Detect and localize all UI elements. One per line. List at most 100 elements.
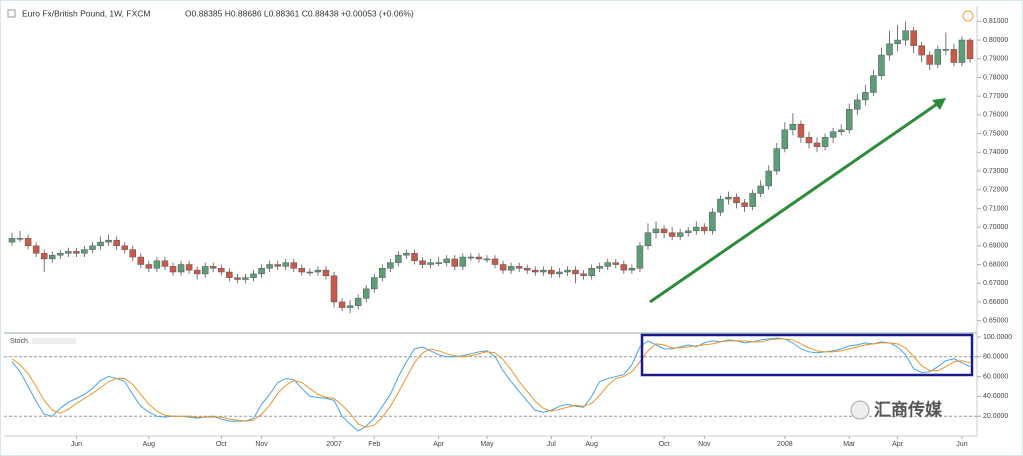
candle-body (24, 238, 32, 247)
candle-body (854, 99, 861, 110)
candle-body (32, 245, 40, 254)
candle-body (821, 137, 829, 147)
candle-body (829, 131, 837, 138)
candle-body (701, 226, 708, 232)
y-tick-label: 20.0000 (983, 413, 1008, 420)
candle-body (910, 30, 917, 46)
candle-body (113, 239, 120, 247)
candle-body (934, 49, 942, 65)
candle-body (805, 137, 813, 144)
candle-body (862, 92, 869, 101)
candle-body (129, 249, 137, 258)
collapse-icon[interactable] (7, 9, 16, 18)
candle-body (234, 277, 241, 280)
y-tick-label: 0.71000 (983, 205, 1008, 212)
candle-body (652, 228, 660, 233)
candle-body (362, 288, 370, 299)
x-tick-label: Aug (143, 441, 156, 448)
candle-body (8, 238, 16, 243)
candle-body (201, 266, 209, 275)
candle-body (483, 258, 491, 261)
x-tick-label: May (480, 441, 494, 448)
candle-body (837, 129, 845, 132)
candle-body (741, 202, 748, 207)
candle-body (886, 43, 893, 56)
candle-body (749, 193, 756, 207)
candle-body (314, 269, 322, 273)
x-tick-label: Jul (547, 441, 556, 448)
candle-body (644, 232, 652, 247)
candle-body (73, 251, 80, 254)
candle-body (918, 45, 925, 56)
x-tick-label: Apr (433, 441, 445, 448)
highlight-box (640, 333, 974, 377)
y-tick-label: 0.68000 (983, 261, 1008, 268)
ohlc-readout: O0.88385 H0.88686 L0.88361 C0.88438 +0.0… (185, 8, 414, 18)
candle-body (491, 258, 499, 265)
indicator-label: Stoch (10, 338, 28, 345)
candle-body (97, 241, 104, 247)
candle-body (427, 262, 434, 265)
candle-body (57, 253, 64, 256)
alert-icon[interactable] (962, 10, 974, 22)
candle-body (765, 170, 772, 187)
y-tick-label: 0.69000 (983, 243, 1008, 250)
candle-body (612, 262, 620, 265)
indicator-controls[interactable] (32, 338, 76, 344)
candle-body (660, 228, 668, 233)
candle-body (193, 269, 201, 275)
y-tick-label: 0.74000 (983, 149, 1008, 156)
candle-body (588, 268, 595, 277)
y-tick-label: 100.0000 (983, 334, 1012, 341)
candle-body (797, 123, 805, 138)
candle-body (49, 254, 56, 260)
candle-body (387, 262, 394, 269)
candle-body (499, 264, 507, 271)
y-tick-label: 80.0000 (983, 354, 1008, 361)
candle-body (354, 297, 362, 306)
candle-body (153, 260, 161, 269)
candle-body (89, 245, 96, 250)
candle-body (580, 273, 587, 277)
candle-body (282, 262, 289, 267)
x-tick-label: Feb (368, 441, 380, 448)
candle-body (507, 266, 515, 271)
candle-body (564, 269, 571, 273)
candle-body (242, 277, 249, 280)
y-tick-label: 0.76000 (983, 112, 1008, 119)
candle-body (250, 273, 257, 278)
candle-body (870, 75, 877, 93)
trend-arrow (649, 100, 941, 304)
candle-body (371, 277, 378, 290)
candle-body (556, 271, 563, 275)
y-tick-label: 40.0000 (983, 393, 1008, 400)
candle-body (950, 49, 958, 63)
y-tick-label: 0.70000 (983, 224, 1008, 231)
candle-body (443, 258, 450, 263)
x-tick-label: Jun (956, 441, 967, 448)
candle-body (65, 251, 72, 254)
x-tick-label: Mar (843, 441, 856, 448)
stoch-line (11, 338, 971, 428)
x-tick-label: 2008 (777, 441, 793, 448)
candle-body (210, 266, 217, 269)
watermark-icon (850, 400, 870, 420)
y-tick-label: 0.67000 (983, 280, 1008, 287)
candle-body (185, 264, 193, 271)
candle-body (733, 196, 740, 204)
candle-body (628, 268, 636, 271)
candle-body (757, 185, 764, 194)
y-tick-label: 0.80000 (983, 37, 1008, 44)
candle-body (177, 264, 185, 273)
candle-body (121, 245, 128, 250)
candle-body (668, 232, 676, 237)
x-tick-label: 2007 (326, 441, 342, 448)
candle-body (725, 196, 732, 200)
candle-body (258, 268, 265, 275)
candle-body (789, 123, 797, 131)
candle-body (161, 260, 169, 267)
candle-body (81, 249, 88, 254)
y-tick-label: 0.66000 (983, 299, 1008, 306)
